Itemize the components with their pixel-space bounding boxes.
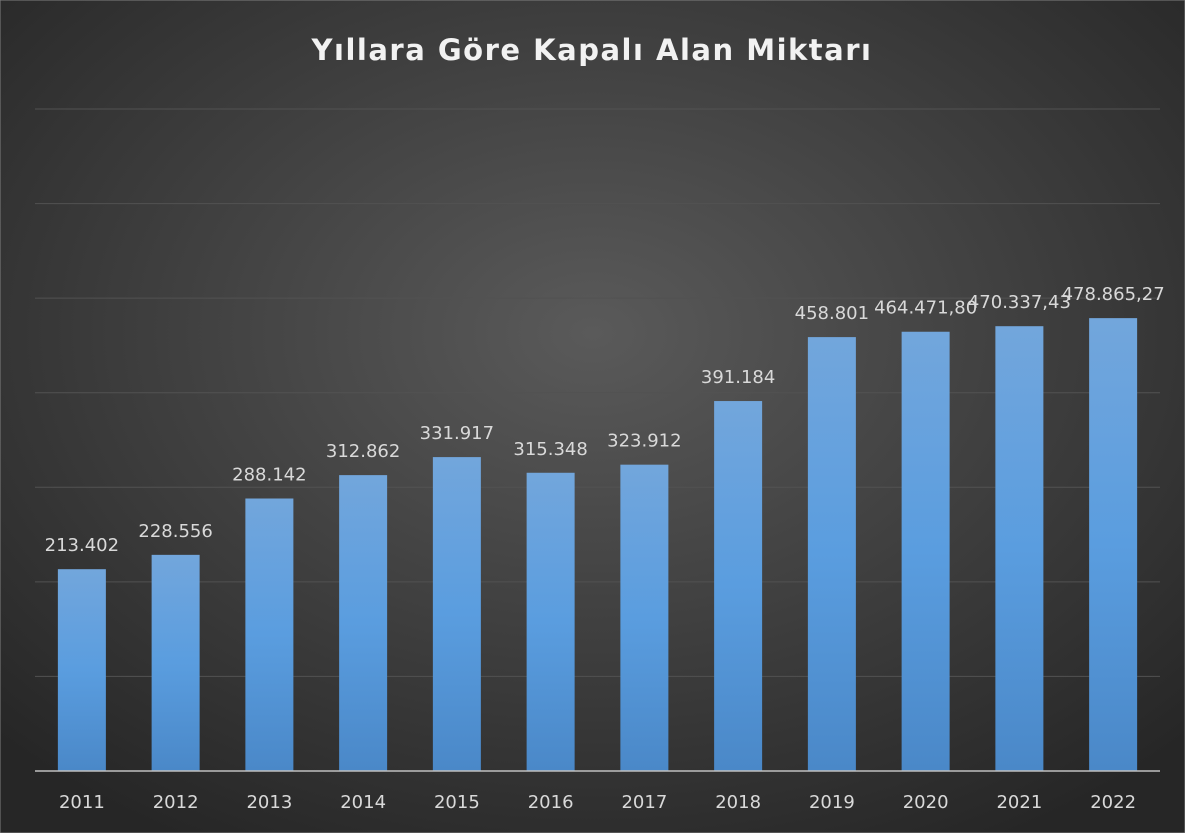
- bar: [526, 472, 575, 771]
- data-label: 331.917: [420, 423, 494, 444]
- data-label: 315.348: [513, 439, 587, 460]
- x-tick-label: 2014: [340, 792, 386, 813]
- bar: [620, 464, 669, 771]
- data-label: 312.862: [326, 441, 400, 462]
- data-label: 391.184: [701, 367, 775, 388]
- x-tick-label: 2022: [1090, 792, 1136, 813]
- bar: [714, 401, 763, 771]
- bar: [995, 326, 1044, 771]
- data-label: 458.801: [795, 303, 869, 324]
- x-tick-label: 2021: [996, 792, 1042, 813]
- data-label: 213.402: [45, 535, 119, 556]
- x-tick-label: 2019: [809, 792, 855, 813]
- bar: [57, 569, 106, 771]
- data-label: 464.471,80: [874, 298, 977, 319]
- data-label: 288.142: [232, 465, 306, 486]
- data-label: 478.865,27: [1062, 284, 1165, 305]
- data-label: 323.912: [607, 431, 681, 452]
- bar: [245, 498, 294, 771]
- data-label: 470.337,43: [968, 292, 1071, 313]
- x-tick-label: 2018: [715, 792, 761, 813]
- x-tick-label: 2016: [528, 792, 574, 813]
- data-label: 228.556: [138, 521, 212, 542]
- bar: [901, 331, 950, 771]
- x-tick-label: 2017: [621, 792, 667, 813]
- x-tick-label: 2013: [246, 792, 292, 813]
- x-tick-label: 2011: [59, 792, 105, 813]
- bar: [807, 337, 856, 771]
- bar: [1089, 318, 1138, 771]
- x-tick-label: 2012: [153, 792, 199, 813]
- chart-title: Yıllara Göre Kapalı Alan Miktarı: [311, 33, 873, 67]
- x-tick-label: 2020: [903, 792, 949, 813]
- bar: [339, 475, 388, 771]
- bar: [151, 554, 200, 771]
- x-tick-label: 2015: [434, 792, 480, 813]
- bar: [432, 457, 481, 771]
